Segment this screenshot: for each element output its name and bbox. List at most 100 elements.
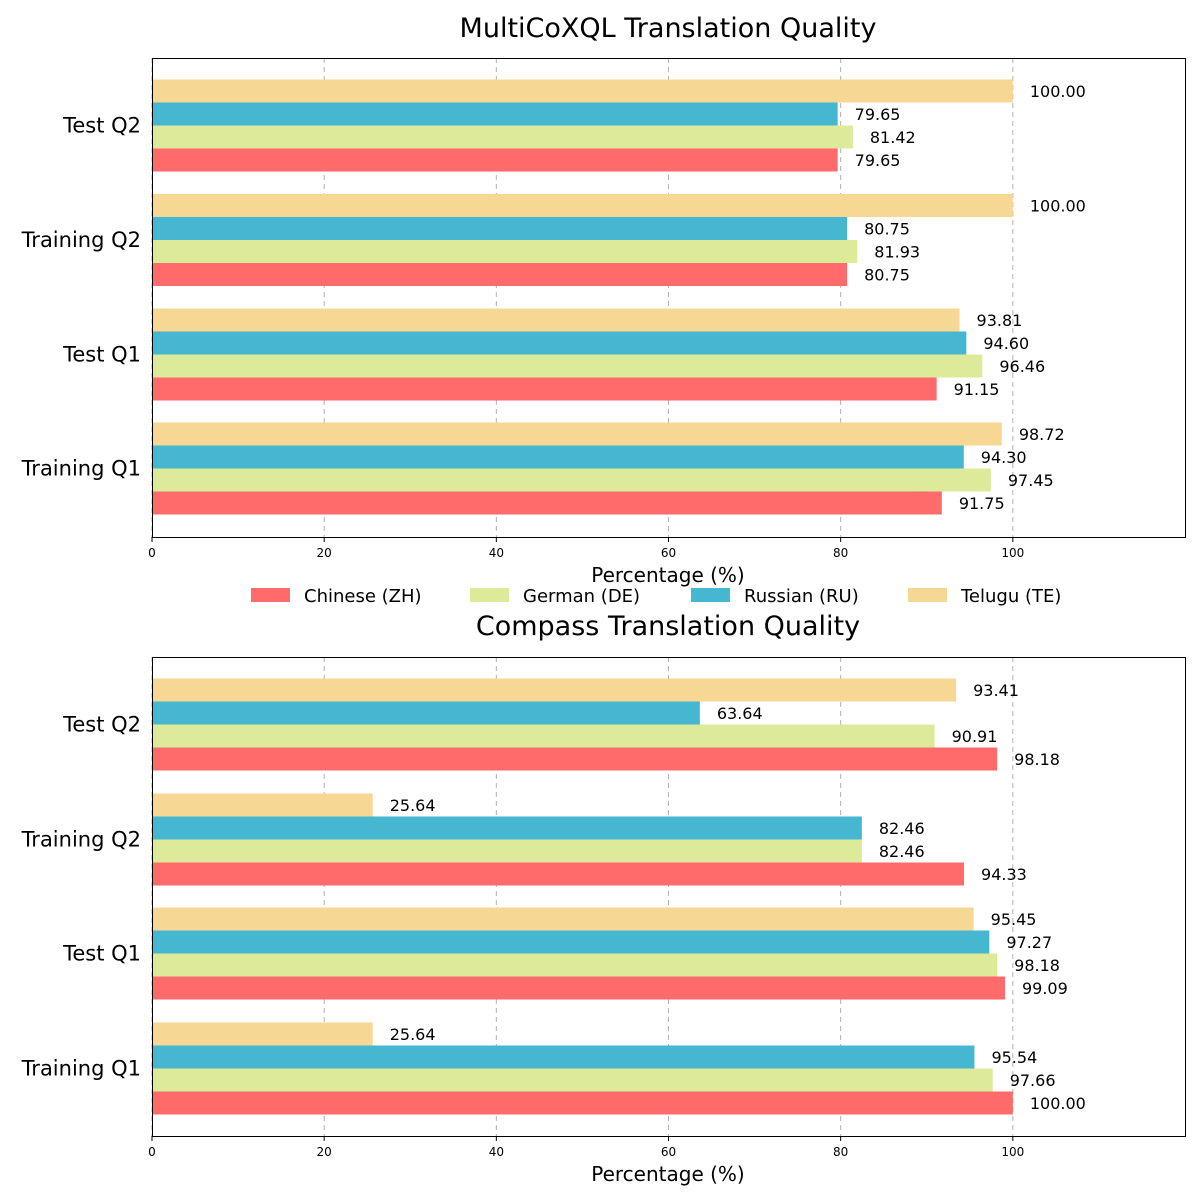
bar-telugu-te (152, 308, 960, 332)
y-category-labels: Training Q1 Test Q1 Training Q2 Test Q2 (21, 713, 141, 1081)
y-category-label: Training Q1 (21, 1057, 141, 1081)
bar-value-label: 63.64 (717, 704, 763, 723)
bar-chinese-zh (152, 976, 1005, 1000)
bar-russian-ru (152, 445, 964, 469)
legend-label: German (DE) (523, 586, 640, 607)
x-tick-label: 40 (489, 1145, 504, 1159)
bar-telugu-te (152, 1022, 373, 1046)
legend: Chinese (ZH) German (DE) Russian (RU) Telug… (251, 586, 1061, 607)
bar-value-label: 97.27 (1006, 933, 1052, 952)
bar-german-de (152, 953, 998, 977)
legend-swatch-russian-ru (691, 588, 730, 602)
bar-value-label: 100.00 (1030, 82, 1086, 101)
bar-value-label: 82.46 (879, 842, 925, 861)
bar-value-label: 79.65 (855, 105, 901, 124)
bar-chinese-zh (152, 491, 942, 515)
bar-chinese-zh (152, 747, 998, 771)
compass-chart: Compass Translation Quality 100.00 97.66 9… (21, 611, 1186, 1186)
y-category-label: Training Q2 (21, 828, 141, 852)
bar-telugu-te (152, 422, 1002, 446)
bar-value-label: 95.45 (991, 910, 1037, 929)
legend-label: Russian (RU) (744, 586, 859, 607)
bar-russian-ru (152, 816, 862, 840)
x-tick-label: 40 (489, 546, 504, 560)
x-tick-label: 100 (1001, 1145, 1024, 1159)
bar-value-label: 97.66 (1010, 1071, 1056, 1090)
bar-value-label: 97.45 (1008, 471, 1054, 490)
bar-russian-ru (152, 701, 700, 725)
legend-label: Telugu (TE) (960, 586, 1061, 607)
bar-german-de (152, 1068, 993, 1092)
legend-swatch-chinese-zh (251, 588, 290, 602)
y-category-label: Test Q1 (62, 343, 141, 367)
value-labels: 100.00 97.66 95.54 25.64 99.09 98.18 97.27 95.4… (390, 681, 1086, 1113)
y-category-label: Test Q2 (62, 114, 141, 138)
bar-value-label: 81.42 (870, 128, 916, 147)
x-tick-label: 100 (1001, 546, 1024, 560)
x-tick-label: 80 (833, 1145, 848, 1159)
y-category-label: Test Q1 (62, 942, 141, 966)
bar-german-de (152, 354, 983, 378)
x-axis-label: Percentage (%) (591, 563, 744, 587)
bar-chinese-zh (152, 1091, 1013, 1115)
x-tick-label: 0 (148, 1145, 156, 1159)
bar-russian-ru (152, 331, 967, 355)
legend-swatch-telugu-te (908, 588, 947, 602)
bars (152, 79, 1013, 515)
bar-value-label: 79.65 (855, 151, 901, 170)
bar-russian-ru (152, 102, 838, 126)
bar-value-label: 99.09 (1022, 979, 1068, 998)
bar-german-de (152, 125, 853, 149)
legend-swatch-german-de (470, 588, 509, 602)
x-ticks: 0 20 40 60 80 100 (148, 537, 1024, 560)
bar-value-label: 91.75 (959, 494, 1005, 513)
bar-value-label: 93.81 (977, 311, 1023, 330)
y-category-label: Training Q2 (21, 228, 141, 252)
bar-russian-ru (152, 217, 848, 240)
bar-telugu-te (152, 79, 1013, 103)
bar-telugu-te (152, 793, 373, 817)
bar-telugu-te (152, 678, 957, 702)
bar-german-de (152, 724, 935, 748)
chart-title: MultiCoXQL Translation Quality (460, 13, 877, 44)
bar-value-label: 95.54 (991, 1048, 1037, 1067)
bar-value-label: 81.93 (874, 243, 920, 262)
bar-value-label: 100.00 (1030, 1094, 1086, 1113)
bar-value-label: 98.18 (1014, 956, 1060, 975)
bar-chinese-zh (152, 377, 937, 401)
chart-title: Compass Translation Quality (476, 611, 860, 642)
bar-russian-ru (152, 930, 990, 954)
bar-chinese-zh (152, 263, 848, 286)
x-axis-label: Percentage (%) (591, 1162, 744, 1186)
bar-value-label: 98.72 (1019, 425, 1065, 444)
x-tick-label: 60 (661, 1145, 676, 1159)
bar-value-label: 82.46 (879, 819, 925, 838)
bar-telugu-te (152, 194, 1013, 217)
bar-value-label: 80.75 (864, 266, 910, 285)
y-category-label: Test Q2 (62, 713, 141, 737)
bar-value-label: 25.64 (390, 796, 436, 815)
bar-german-de (152, 240, 858, 263)
bar-value-label: 94.33 (981, 865, 1027, 884)
multicoxql-chart: MultiCoXQL Translation Quality 91.7597.4… (21, 13, 1186, 587)
bar-telugu-te (152, 907, 974, 931)
x-tick-label: 20 (317, 1145, 332, 1159)
bars (152, 678, 1013, 1115)
legend-label: Chinese (ZH) (304, 586, 422, 607)
bar-value-label: 80.75 (864, 220, 910, 239)
bar-chinese-zh (152, 148, 838, 172)
bar-value-label: 90.91 (952, 727, 998, 746)
bar-value-label: 94.60 (983, 334, 1029, 353)
bar-chinese-zh (152, 862, 965, 886)
x-ticks: 0 20 40 60 80 100 (148, 1136, 1024, 1159)
bar-value-label: 96.46 (999, 357, 1045, 376)
bar-value-label: 93.41 (973, 681, 1019, 700)
bar-value-label: 94.30 (981, 448, 1027, 467)
x-tick-label: 0 (148, 546, 156, 560)
x-tick-label: 60 (661, 546, 676, 560)
bar-german-de (152, 468, 991, 492)
bar-value-label: 98.18 (1014, 750, 1060, 769)
bar-value-label: 100.00 (1030, 197, 1086, 216)
x-tick-label: 80 (833, 546, 848, 560)
